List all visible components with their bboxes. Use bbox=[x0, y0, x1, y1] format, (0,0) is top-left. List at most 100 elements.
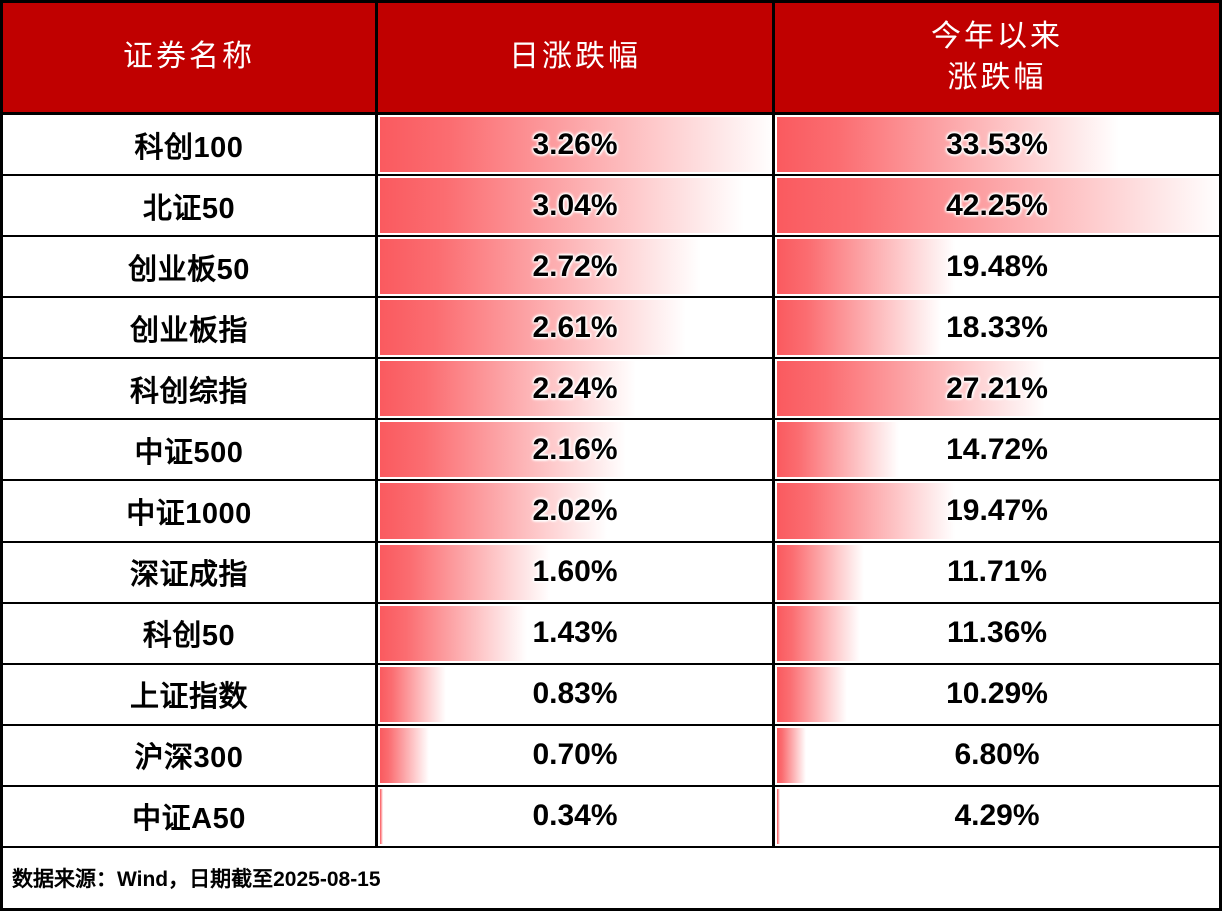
source-note: 数据来源：Wind，日期截至2025-08-15 bbox=[12, 867, 381, 891]
daily-change-value: 0.34% bbox=[532, 799, 618, 833]
header-ytd-line1: 今年以来 bbox=[931, 20, 1063, 53]
daily-change-value: 1.43% bbox=[532, 616, 618, 650]
security-name: 上证指数 bbox=[129, 681, 248, 714]
security-name-cell: 科创综指 bbox=[3, 359, 378, 419]
security-name: 创业板指 bbox=[129, 314, 248, 347]
security-name: 北证50 bbox=[142, 192, 236, 225]
daily-change-value: 3.04% bbox=[532, 188, 618, 222]
security-name: 中证1000 bbox=[126, 498, 252, 530]
daily-change-databar bbox=[380, 361, 637, 417]
ytd-change-cell: 19.47% bbox=[775, 481, 1219, 541]
security-name-cell: 中证1000 bbox=[3, 481, 378, 541]
ytd-change-cell: 19.48% bbox=[775, 237, 1219, 297]
table-row: 科创100 3.26% 33.53% bbox=[3, 115, 1219, 177]
header-ytd-change-label: 今年以来 涨跌幅 bbox=[931, 17, 1063, 98]
daily-change-cell: 0.70% bbox=[378, 725, 775, 785]
ytd-change-cell: 6.80% bbox=[775, 725, 1219, 785]
ytd-change-databar bbox=[777, 666, 848, 722]
daily-change-cell: 1.60% bbox=[378, 542, 775, 602]
security-name-cell: 沪深300 bbox=[3, 725, 378, 785]
ytd-change-value: 6.80% bbox=[954, 738, 1040, 772]
security-name: 创业板50 bbox=[128, 253, 250, 286]
table-row: 中证500 2.16% 14.72% bbox=[3, 420, 1219, 482]
table-row: 创业板指 2.61% 18.33% bbox=[3, 298, 1219, 360]
daily-change-cell: 3.26% bbox=[378, 115, 775, 175]
security-name-cell: 中证500 bbox=[3, 420, 378, 480]
ytd-change-value: 42.25% bbox=[946, 188, 1048, 222]
daily-change-databar bbox=[380, 727, 429, 783]
ytd-change-databar bbox=[777, 727, 807, 783]
ytd-change-value: 14.72% bbox=[946, 432, 1048, 466]
ytd-change-cell: 11.36% bbox=[775, 603, 1219, 663]
ytd-change-value: 11.71% bbox=[946, 555, 1048, 589]
daily-change-value: 2.72% bbox=[532, 249, 618, 283]
security-name-cell: 创业板50 bbox=[3, 237, 378, 297]
header-ytd-change: 今年以来 涨跌幅 bbox=[775, 3, 1219, 112]
table-row: 科创综指 2.24% 27.21% bbox=[3, 359, 1219, 421]
daily-change-databar bbox=[380, 178, 745, 234]
ytd-change-value: 27.21% bbox=[946, 371, 1048, 405]
ytd-change-databar bbox=[777, 361, 1046, 417]
daily-change-value: 3.26% bbox=[532, 127, 618, 161]
daily-change-value: 0.83% bbox=[532, 677, 618, 711]
header-daily-change: 日涨跌幅 bbox=[378, 3, 775, 112]
ytd-change-databar bbox=[777, 422, 899, 478]
security-name: 沪深300 bbox=[134, 742, 244, 775]
ytd-change-cell: 33.53% bbox=[775, 115, 1219, 175]
security-name-cell: 科创100 bbox=[3, 115, 378, 175]
daily-change-value: 1.60% bbox=[532, 555, 618, 589]
table-row: 科创50 1.43% 11.36% bbox=[3, 603, 1219, 665]
table-row: 上证指数 0.83% 10.29% bbox=[3, 664, 1219, 726]
security-name-cell: 上证指数 bbox=[3, 664, 378, 724]
ytd-change-databar bbox=[777, 544, 864, 600]
daily-change-databar bbox=[380, 666, 447, 722]
ytd-change-value: 33.53% bbox=[946, 127, 1048, 161]
table-row: 深证成指 1.60% 11.71% bbox=[3, 542, 1219, 604]
daily-change-cell: 2.24% bbox=[378, 359, 775, 419]
daily-change-value: 2.02% bbox=[532, 494, 618, 527]
ytd-change-cell: 4.29% bbox=[775, 786, 1219, 846]
daily-change-value: 2.24% bbox=[532, 371, 618, 405]
header-security-name: 证券名称 bbox=[3, 3, 378, 112]
daily-change-cell: 1.43% bbox=[378, 603, 775, 663]
security-name-cell: 北证50 bbox=[3, 176, 378, 236]
header-security-name-label: 证券名称 bbox=[123, 40, 255, 74]
daily-change-databar bbox=[380, 788, 383, 844]
daily-change-databar bbox=[380, 239, 702, 295]
ytd-change-databar bbox=[777, 300, 942, 356]
ytd-change-databar bbox=[777, 788, 781, 844]
daily-change-cell: 3.04% bbox=[378, 176, 775, 236]
source-note-cell: 数据来源：Wind，日期截至2025-08-15 bbox=[3, 847, 1219, 908]
ytd-change-cell: 27.21% bbox=[775, 359, 1219, 419]
table-row: 沪深300 0.70% 6.80% bbox=[3, 725, 1219, 787]
ytd-change-value: 19.47% bbox=[946, 494, 1048, 527]
daily-change-value: 2.16% bbox=[532, 432, 618, 466]
ytd-change-cell: 10.29% bbox=[775, 664, 1219, 724]
security-name-cell: 创业板指 bbox=[3, 298, 378, 358]
daily-change-databar bbox=[380, 605, 528, 661]
ytd-change-value: 10.29% bbox=[946, 677, 1048, 711]
ytd-change-cell: 42.25% bbox=[775, 176, 1219, 236]
ytd-change-value: 11.36% bbox=[946, 616, 1048, 650]
ytd-change-cell: 14.72% bbox=[775, 420, 1219, 480]
ytd-change-cell: 11.71% bbox=[775, 542, 1219, 602]
ytd-change-value: 19.48% bbox=[946, 249, 1048, 283]
ytd-change-databar bbox=[777, 178, 1219, 234]
table-row: 创业板50 2.72% 19.48% bbox=[3, 237, 1219, 299]
daily-change-databar bbox=[380, 300, 687, 356]
table-footer-row: 数据来源：Wind，日期截至2025-08-15 bbox=[3, 847, 1219, 908]
ytd-change-value: 4.29% bbox=[954, 799, 1040, 833]
security-name: 科创综指 bbox=[129, 375, 248, 408]
daily-change-cell: 2.16% bbox=[378, 420, 775, 480]
security-name-cell: 深证成指 bbox=[3, 542, 378, 602]
security-name-cell: 中证A50 bbox=[3, 786, 378, 846]
ytd-change-value: 18.33% bbox=[946, 310, 1048, 344]
daily-change-cell: 0.34% bbox=[378, 786, 775, 846]
ytd-change-databar bbox=[777, 239, 955, 295]
security-name-cell: 科创50 bbox=[3, 603, 378, 663]
table-row: 中证A50 0.34% 4.29% bbox=[3, 786, 1219, 848]
security-name: 科创100 bbox=[134, 131, 244, 164]
daily-change-databar bbox=[380, 483, 607, 539]
daily-change-databar bbox=[380, 117, 772, 173]
